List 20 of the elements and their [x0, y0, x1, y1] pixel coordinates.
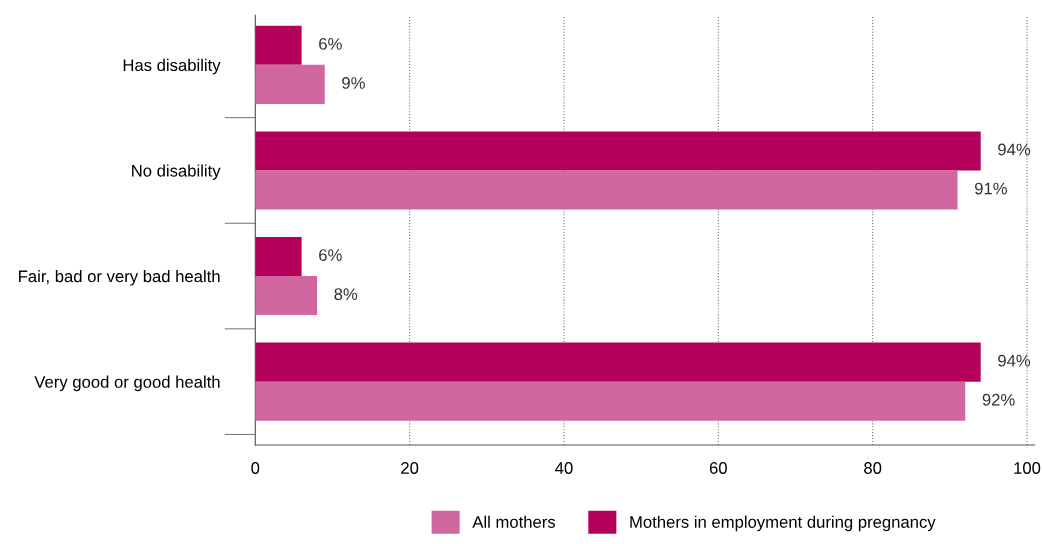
- data-label: 94%: [998, 143, 1031, 156]
- legend-label: Mothers in employment during pregnancy: [630, 515, 936, 532]
- x-tick-label: 0: [251, 462, 260, 474]
- x-tick-label: 20: [401, 462, 419, 474]
- legend-label: All mothers: [472, 515, 556, 528]
- x-tick-label: 40: [555, 462, 573, 474]
- y-tick-label: Very good or good health: [34, 375, 220, 392]
- data-label: 92%: [982, 393, 1015, 406]
- data-label: 94%: [998, 354, 1031, 367]
- data-label: 91%: [974, 182, 1007, 195]
- x-tick-label: 60: [709, 462, 727, 474]
- x-tick-label: 100: [1014, 462, 1041, 474]
- data-label: 8%: [334, 288, 358, 301]
- y-tick-label: No disability: [132, 164, 221, 180]
- x-tick-label: 80: [864, 462, 882, 474]
- data-label: 9%: [342, 77, 365, 89]
- y-tick-label: Has disability: [123, 58, 221, 75]
- data-label: 6%: [319, 38, 342, 50]
- y-tick-label: Fair, bad or very bad health: [19, 270, 220, 286]
- data-label: 6%: [319, 249, 342, 261]
